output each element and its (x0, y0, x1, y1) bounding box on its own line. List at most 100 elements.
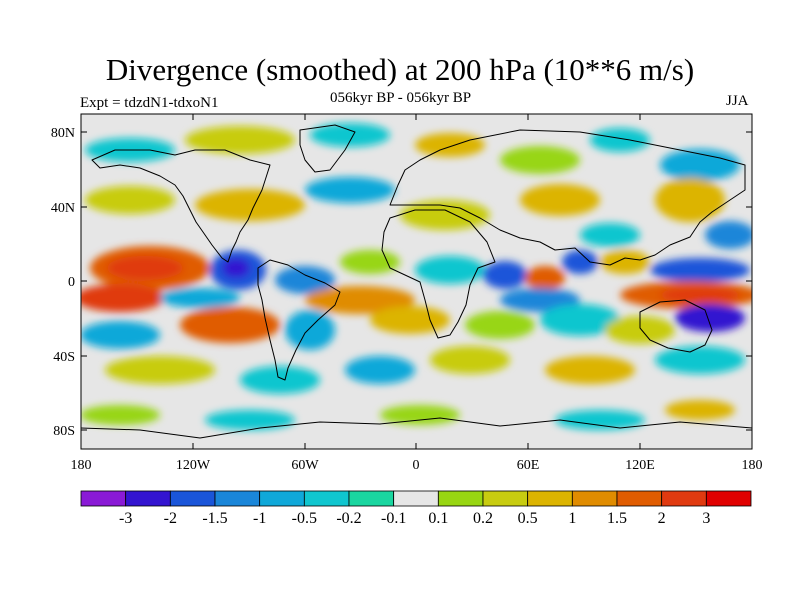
colorbar-label: -1.5 (202, 510, 227, 527)
field-region (465, 311, 535, 339)
field-region (380, 405, 460, 425)
coastline-greenland (299, 124, 356, 173)
field-region (85, 186, 175, 214)
field-region (500, 146, 580, 174)
colorbar-label: -0.1 (381, 510, 406, 527)
field-region (500, 288, 580, 312)
colorbar-swatch (616, 490, 663, 507)
chart-title: Divergence (smoothed) at 200 hPa (10**6 … (105, 52, 695, 87)
lon-label: 180 (742, 458, 763, 473)
colorbar-swatch (259, 490, 305, 507)
field-region (185, 126, 295, 154)
field-region (545, 356, 635, 384)
field-region (240, 366, 320, 394)
season-label: JJA (726, 93, 749, 109)
field-region (590, 128, 650, 152)
field-region (105, 356, 215, 384)
coastline-north-america (91, 149, 271, 263)
field-region (675, 304, 745, 332)
coastline-australia (639, 299, 713, 353)
field-region (305, 177, 395, 203)
coastline-south-america (257, 259, 341, 381)
coastline-africa (381, 209, 496, 339)
colorbar-swatch (705, 490, 752, 507)
field-region (525, 266, 565, 290)
colorbar-label: 0.2 (473, 510, 493, 527)
colorbar-label: 2 (658, 510, 666, 527)
colorbar-swatch (393, 490, 439, 507)
colorbar-swatch (348, 490, 395, 507)
field-region (81, 284, 165, 312)
lon-label: 120E (625, 458, 655, 473)
field-region (580, 223, 640, 247)
field-region (415, 133, 485, 157)
field-region (310, 123, 390, 147)
field-region (660, 149, 740, 181)
colorbar-label: 3 (702, 510, 710, 527)
field-region (370, 306, 450, 334)
field-region (81, 405, 160, 425)
colorbar-label: -0.2 (336, 510, 361, 527)
colorbar-label: -1 (253, 510, 266, 527)
colorbar-swatch (169, 490, 216, 507)
field-region (107, 256, 183, 280)
lat-label: 80N (51, 126, 75, 141)
period-label: 056kyr BP - 056kyr BP (330, 90, 472, 106)
colorbar-label: -0.5 (292, 510, 317, 527)
field-region (345, 356, 415, 384)
lat-label: 40N (51, 201, 75, 216)
field-region (655, 346, 745, 374)
colorbar: -3 -2 -1.5 -1 -0.5 -0.2 -0.1 0.1 0.2 0.5 1 1.5 2 3 (80, 490, 752, 527)
field-region (180, 307, 280, 343)
lat-ticks (81, 131, 752, 431)
field-region (160, 288, 240, 308)
lon-label: 0 (413, 458, 420, 473)
lon-label: 60E (517, 458, 540, 473)
colorbar-swatch (303, 490, 350, 507)
field-region (600, 250, 650, 274)
coastline-eurasia (389, 129, 746, 266)
field-region (605, 316, 675, 344)
field-region (655, 178, 725, 222)
colorbar-label: 0.1 (428, 510, 448, 527)
colorbar-label: 1.5 (607, 510, 627, 527)
lon-label: 60W (291, 458, 319, 473)
field-region (520, 184, 600, 216)
field-region (400, 200, 490, 230)
field-region (650, 258, 750, 282)
field-region (205, 410, 295, 430)
field-region (555, 410, 645, 430)
field-region (483, 261, 527, 289)
field-region (665, 400, 735, 420)
field-region (562, 250, 598, 274)
field-region (340, 250, 400, 274)
field-region (415, 256, 485, 284)
field-region (81, 321, 160, 349)
colorbar-label: 0.5 (518, 510, 538, 527)
colorbar-swatch (661, 490, 707, 507)
colorbar-swatch (214, 490, 261, 507)
colorbar-swatch (527, 490, 573, 507)
field-region (705, 221, 752, 249)
lon-label: 120W (176, 458, 211, 473)
field-region (285, 310, 335, 350)
field-region (660, 287, 740, 303)
lon-ticks (192, 114, 641, 449)
lat-label: 0 (68, 275, 75, 290)
colorbar-swatch (571, 490, 618, 507)
field-region (222, 258, 250, 278)
coastline-antarctica (81, 417, 752, 439)
colorbar-label: 1 (568, 510, 576, 527)
colorbar-label: -2 (164, 510, 177, 527)
lon-label: 180 (71, 458, 92, 473)
field-region (275, 266, 335, 294)
colorbar-swatch (437, 490, 484, 507)
colorbar-label: -3 (119, 510, 132, 527)
field-region (430, 346, 510, 374)
field-layer (81, 114, 752, 449)
lat-label: 80S (53, 424, 75, 439)
experiment-label: Expt = tdzdN1-tdxoN1 (80, 95, 219, 111)
coastlines (81, 124, 752, 439)
colorbar-swatch (125, 490, 171, 507)
